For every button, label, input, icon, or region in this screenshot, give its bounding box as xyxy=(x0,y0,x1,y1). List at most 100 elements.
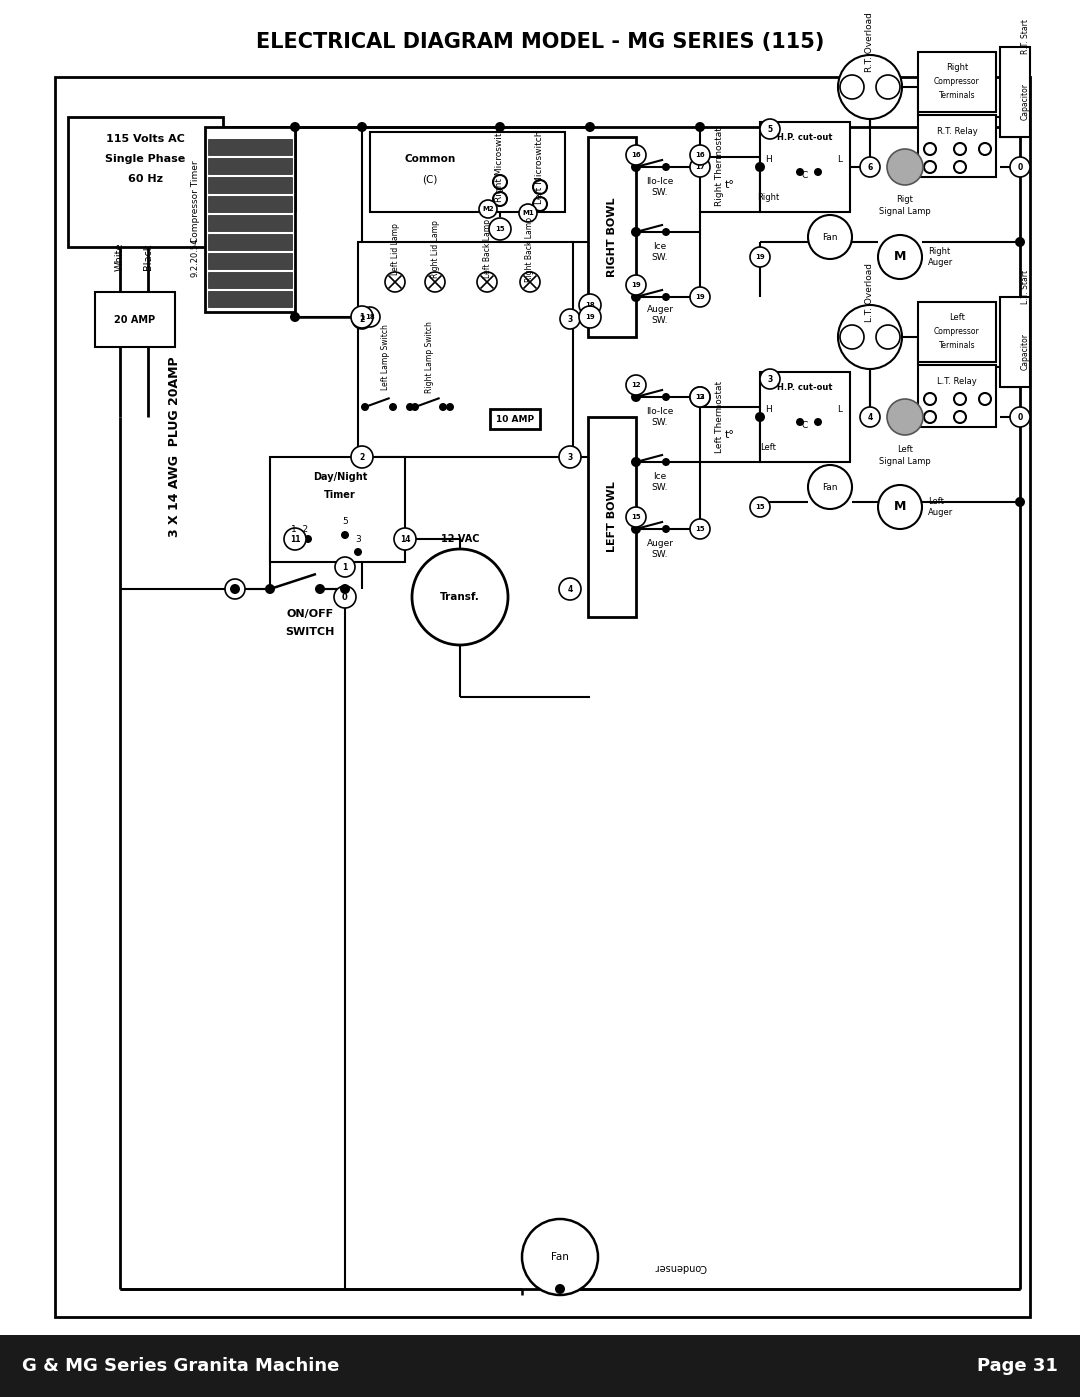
Text: 12: 12 xyxy=(696,394,705,400)
Circle shape xyxy=(438,402,447,411)
Bar xyxy=(918,52,996,112)
Bar xyxy=(68,117,222,247)
Circle shape xyxy=(887,149,923,184)
Text: G & MG Series Granita Machine: G & MG Series Granita Machine xyxy=(22,1356,339,1375)
Circle shape xyxy=(495,122,505,131)
Bar xyxy=(490,409,540,429)
Circle shape xyxy=(924,411,936,423)
Circle shape xyxy=(750,247,770,267)
Bar xyxy=(760,122,850,212)
Text: L: L xyxy=(232,584,238,594)
Bar xyxy=(918,302,996,362)
Text: 19: 19 xyxy=(755,254,765,260)
Circle shape xyxy=(696,122,705,131)
Text: Terminals: Terminals xyxy=(939,341,975,349)
Text: 4: 4 xyxy=(867,412,873,422)
Circle shape xyxy=(662,458,670,467)
Circle shape xyxy=(492,175,507,189)
Bar xyxy=(760,372,850,462)
Circle shape xyxy=(954,161,966,173)
Text: Day/Night: Day/Night xyxy=(313,472,367,482)
Text: Fan: Fan xyxy=(822,232,838,242)
Circle shape xyxy=(335,557,355,577)
Text: Black: Black xyxy=(143,243,153,270)
Circle shape xyxy=(924,393,936,405)
Circle shape xyxy=(631,226,642,237)
Text: Common: Common xyxy=(404,154,456,163)
Text: 15: 15 xyxy=(755,504,765,510)
Text: ELECTRICAL DIAGRAM MODEL - MG SERIES (115): ELECTRICAL DIAGRAM MODEL - MG SERIES (11… xyxy=(256,32,824,52)
Circle shape xyxy=(519,204,537,222)
Circle shape xyxy=(808,465,852,509)
Text: Ilo-Ice
SW.: Ilo-Ice SW. xyxy=(646,177,674,197)
Circle shape xyxy=(632,393,640,401)
Text: M: M xyxy=(894,500,906,514)
Circle shape xyxy=(585,312,595,321)
Circle shape xyxy=(291,312,300,321)
Circle shape xyxy=(690,145,710,165)
Text: Rigt: Rigt xyxy=(896,194,914,204)
Text: 3: 3 xyxy=(768,374,772,384)
Text: 0: 0 xyxy=(342,592,348,602)
Circle shape xyxy=(808,215,852,258)
Text: R.T. Relay: R.T. Relay xyxy=(936,127,977,137)
Text: Right Back Lamp: Right Back Lamp xyxy=(526,217,535,282)
Text: H: H xyxy=(765,405,771,414)
Circle shape xyxy=(632,525,640,534)
Circle shape xyxy=(632,163,640,170)
Text: Fan: Fan xyxy=(551,1252,569,1261)
Circle shape xyxy=(662,228,670,236)
Text: 2: 2 xyxy=(360,314,365,324)
Text: Left Lamp Switch: Left Lamp Switch xyxy=(380,324,390,390)
Bar xyxy=(588,137,636,337)
Circle shape xyxy=(978,142,991,155)
Circle shape xyxy=(796,418,804,426)
Bar xyxy=(918,365,996,427)
Circle shape xyxy=(361,402,369,411)
Text: Auger
SW.: Auger SW. xyxy=(647,306,674,324)
Circle shape xyxy=(954,142,966,155)
Circle shape xyxy=(631,162,642,172)
Text: Ice
SW.: Ice SW. xyxy=(651,472,669,492)
Circle shape xyxy=(555,1284,565,1294)
Text: Right Lid Lamp: Right Lid Lamp xyxy=(431,221,440,278)
Bar xyxy=(588,416,636,617)
Text: Single Phase: Single Phase xyxy=(105,154,185,163)
Text: H.P. cut-out: H.P. cut-out xyxy=(778,383,833,391)
Circle shape xyxy=(406,402,414,411)
Text: 3: 3 xyxy=(567,314,572,324)
Bar xyxy=(1000,47,1030,137)
Text: 9.2.20.54: 9.2.20.54 xyxy=(190,237,200,277)
Circle shape xyxy=(626,507,646,527)
Text: 18: 18 xyxy=(365,314,375,320)
Bar xyxy=(208,235,292,250)
Circle shape xyxy=(534,197,546,211)
Circle shape xyxy=(225,578,245,599)
Text: t°: t° xyxy=(725,430,734,440)
Text: Auger
SW.: Auger SW. xyxy=(647,539,674,559)
Text: Capacitor: Capacitor xyxy=(1021,334,1029,370)
Circle shape xyxy=(477,272,497,292)
Text: Left Lid Lamp: Left Lid Lamp xyxy=(391,224,400,275)
Circle shape xyxy=(814,168,822,176)
Text: 0: 0 xyxy=(1017,412,1023,422)
Text: 15: 15 xyxy=(496,226,504,232)
Circle shape xyxy=(489,218,511,240)
Text: 0: 0 xyxy=(1017,162,1023,172)
Text: Page 31: Page 31 xyxy=(977,1356,1058,1375)
Text: R.T. Start: R.T. Start xyxy=(1021,20,1029,54)
Text: Signal Lamp: Signal Lamp xyxy=(879,457,931,467)
Circle shape xyxy=(389,402,397,411)
Text: Right Microswitch: Right Microswitch xyxy=(496,122,504,203)
Text: Compressor: Compressor xyxy=(934,77,980,85)
Text: 15: 15 xyxy=(631,514,640,520)
Circle shape xyxy=(796,168,804,176)
Circle shape xyxy=(426,272,445,292)
Text: 3: 3 xyxy=(567,453,572,461)
Text: 1  2: 1 2 xyxy=(292,524,309,534)
Text: Left
Auger: Left Auger xyxy=(928,497,954,517)
Text: R.T. Overload: R.T. Overload xyxy=(865,13,875,71)
Text: Left Back Lamp: Left Back Lamp xyxy=(483,219,491,278)
Circle shape xyxy=(394,528,416,550)
Circle shape xyxy=(303,535,312,543)
